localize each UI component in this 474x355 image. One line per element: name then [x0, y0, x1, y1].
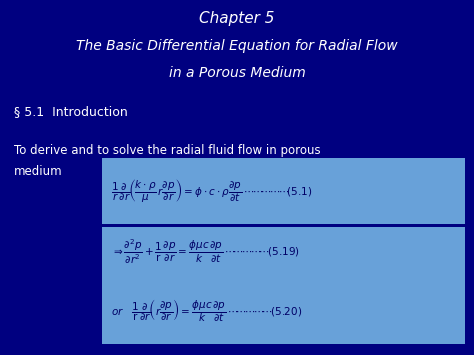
Text: $or\quad\dfrac{1}{\mathrm{r}}\dfrac{\partial}{\partial r}\!\left(r\dfrac{\partia: $or\quad\dfrac{1}{\mathrm{r}}\dfrac{\par… — [111, 297, 302, 324]
Text: medium: medium — [14, 165, 63, 178]
FancyBboxPatch shape — [102, 227, 465, 344]
Text: in a Porous Medium: in a Porous Medium — [169, 66, 305, 80]
Text: $\Rightarrow\dfrac{\partial^2 p}{\partial r^2}+\dfrac{1}{\mathrm{r}}\dfrac{\part: $\Rightarrow\dfrac{\partial^2 p}{\partia… — [111, 237, 300, 267]
Text: The Basic Differential Equation for Radial Flow: The Basic Differential Equation for Radi… — [76, 39, 398, 53]
Text: $\dfrac{1}{r}\dfrac{\partial}{\partial r}\!\left(\dfrac{k\cdot\rho}{\mu}\,r\dfra: $\dfrac{1}{r}\dfrac{\partial}{\partial r… — [111, 177, 313, 204]
Text: To derive and to solve the radial fluid flow in porous: To derive and to solve the radial fluid … — [14, 144, 321, 157]
Text: § 5.1  Introduction: § 5.1 Introduction — [14, 105, 128, 118]
FancyBboxPatch shape — [102, 158, 465, 224]
Text: Chapter 5: Chapter 5 — [199, 11, 275, 26]
